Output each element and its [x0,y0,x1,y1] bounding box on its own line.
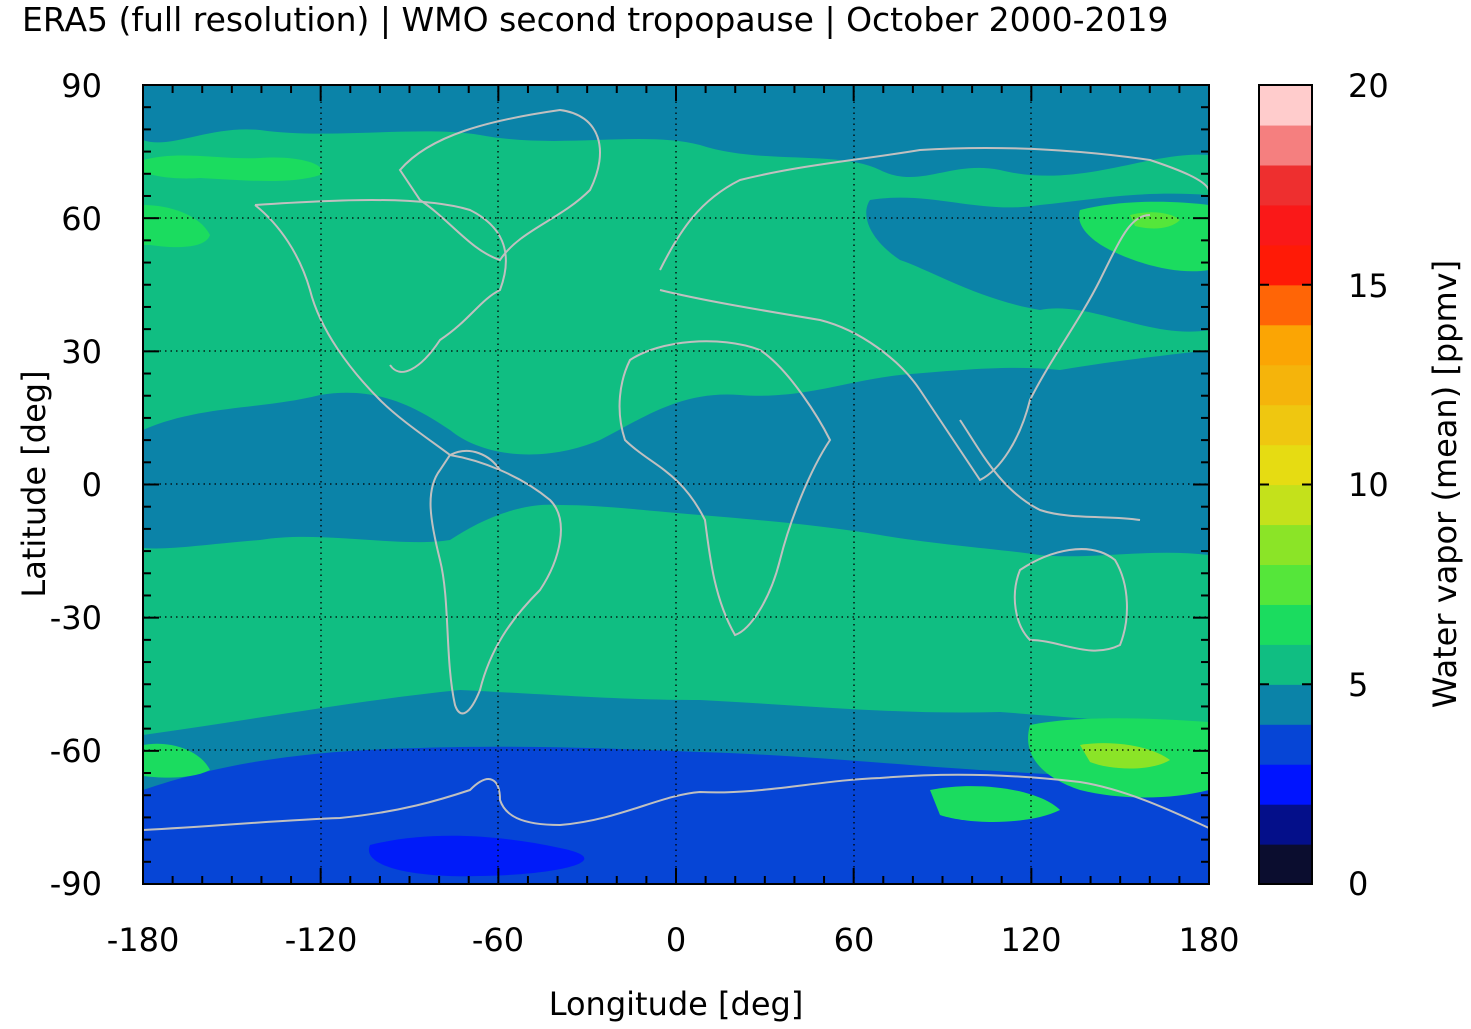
chart-title: ERA5 (full resolution) | WMO second trop… [22,0,1169,39]
coastline-australia [1013,548,1128,652]
colorbar-segment [1259,804,1312,845]
colorbar-segment [1259,564,1312,605]
colorbar-tick-label: 10 [1348,466,1389,504]
grid-lines [143,85,1209,884]
x-tick-label: -60 [472,921,524,959]
coastlines [143,108,1209,831]
coastline-greenland [398,108,601,262]
colorbar-tick-labels: 20 15 10 5 0 [1348,67,1389,903]
y-tick-label: -90 [50,865,102,903]
colorbar-frame [1258,84,1313,885]
antarctic-core [368,835,585,877]
x-tick-label: -180 [107,921,180,959]
colorbar-segment [1259,484,1312,526]
x-tick-labels: -180 -120 -60 0 60 120 180 [107,921,1240,959]
y-tick-label: 60 [61,200,102,238]
x-tick-label: 120 [1000,921,1061,959]
axis-ticks [142,84,1210,885]
x-tick-label: 180 [1178,921,1239,959]
colorbar-segment [1259,604,1312,645]
moist-region-s [930,786,1060,822]
moist-region-sw [143,743,210,778]
colorbar-tick-label: 5 [1348,666,1368,704]
colorbar-segment [1259,85,1312,126]
coastline-indonesia [959,419,1141,521]
colorbar-tick-label: 15 [1348,267,1389,305]
colorbar-segment [1259,684,1312,725]
colorbar-segment [1259,404,1312,446]
colorbar-segment [1259,204,1312,246]
colorbar-segment [1259,644,1312,685]
coastline-antarctica [143,773,1209,831]
y-tick-label: -30 [50,599,102,637]
y-tick-label: -60 [50,732,102,770]
y-axis-title: Latitude [deg] [15,370,53,597]
colorbar-tick-label: 0 [1348,865,1368,903]
coastline-africa [618,340,832,637]
colorbar-segment [1259,444,1312,486]
y-tick-labels: 90 60 30 0 -30 -60 -90 [50,67,102,903]
y-tick-label: 0 [82,466,102,504]
colorbar-segment [1259,164,1312,206]
x-tick-label: 60 [834,921,875,959]
coastline-europe-asia [659,147,1209,482]
colorbar-segment [1259,524,1312,565]
colorbar-segment [1259,244,1312,286]
y-tick-label: 90 [61,67,102,105]
coastline-south-america [429,453,562,715]
tropical-band [143,350,1209,557]
moist-region-w [143,205,210,248]
colorbar-segment [1259,764,1312,805]
colorbar [1259,84,1312,885]
y-tick-label: 30 [61,333,102,371]
colorbar-segment [1259,324,1312,366]
colorbar-segment [1259,844,1312,885]
x-axis-title: Longitude [deg] [549,985,804,1023]
colorbar-segment [1259,364,1312,406]
x-tick-label: 0 [666,921,686,959]
moist-region-se2 [1080,743,1170,769]
colorbar-segment [1259,284,1312,326]
colorbar-segment [1259,124,1312,166]
arctic-band [143,85,1209,178]
colorbar-tick-label: 20 [1348,67,1389,105]
colorbar-segment [1259,724,1312,765]
plot-frame [142,84,1210,885]
moist-region-nw [143,155,322,182]
colorbar-title: Water vapor (mean) [ppmv] [1426,260,1464,708]
x-tick-label: -120 [285,921,358,959]
coastline-north-america [254,199,507,471]
